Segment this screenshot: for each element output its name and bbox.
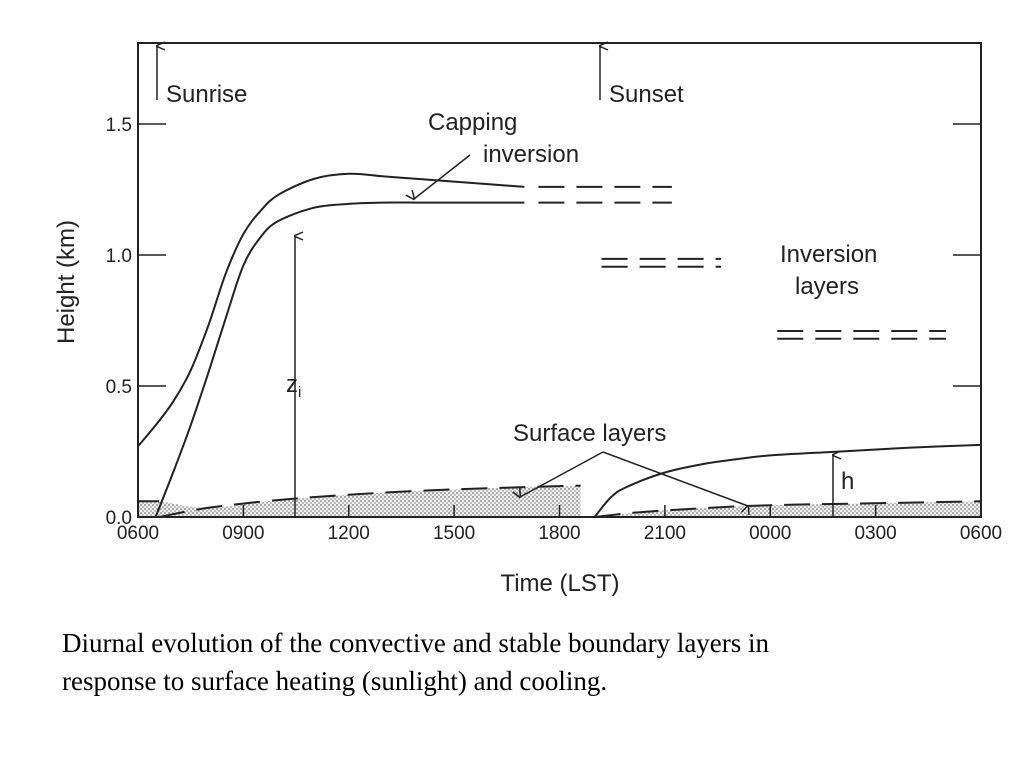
- inversion-layers-label-line1: Inversion: [780, 241, 877, 268]
- capping-inversion-label-line1: Capping: [428, 109, 517, 136]
- x-tick-label-6: 2100: [644, 523, 686, 544]
- figure-caption: Diurnal evolution of the convective and …: [62, 624, 982, 700]
- capping-inversion-label-line2: inversion: [483, 141, 579, 168]
- boundary-layer-chart: 0600 0900 1200 1500 1800 2100 0000 0300 06000.00…: [53, 0, 1003, 597]
- x-tick-label-2: 0900: [222, 523, 264, 544]
- h-marker: h: [833, 455, 854, 517]
- series-line-9: [158, 484, 581, 518]
- y-tick-label-3: 1.0: [106, 246, 132, 267]
- x-tick-label-3: 1200: [328, 523, 370, 544]
- sunset-marker: Sunset: [600, 46, 684, 108]
- surface-layer-shade-2: [594, 501, 981, 517]
- surface-layers-pointer-left: [520, 451, 604, 497]
- x-tick-label-9: 0600: [960, 523, 1002, 544]
- x-tick-label-5: 1800: [538, 523, 580, 544]
- sunset-label: Sunset: [609, 81, 684, 108]
- caption-line-1: Diurnal evolution of the convective and …: [62, 628, 770, 658]
- capping-inversion-pointer: [414, 154, 471, 199]
- x-tick-label-8: 0300: [854, 523, 896, 544]
- series-line-1: [137, 172, 525, 447]
- y-tick-label-4: 1.5: [106, 115, 132, 136]
- sunrise-label: Sunrise: [166, 81, 247, 108]
- sunrise-marker: Sunrise: [157, 46, 247, 108]
- y-tick-label-2: 0.5: [106, 377, 132, 398]
- surface-layers-label: Surface layers: [513, 420, 666, 447]
- x-tick-label-7: 0000: [749, 523, 791, 544]
- x-tick-label-4: 1500: [433, 523, 475, 544]
- zi-label-sub: i: [298, 384, 301, 401]
- series-line-12: [594, 500, 982, 518]
- zi-marker: zi: [286, 236, 301, 517]
- y-tick-label-1: 0.0: [106, 508, 132, 529]
- data-series: [137, 172, 982, 518]
- inversion-layers-label-line2: layers: [795, 273, 859, 300]
- zi-label: zi: [286, 371, 301, 401]
- axis-ticks: 0600 0900 1200 1500 1800 2100 0000 0300 06000.00…: [106, 115, 1003, 544]
- caption-line-2: response to surface heating (sunlight) a…: [62, 666, 608, 696]
- series-line-11: [593, 443, 982, 518]
- y-axis-label: Height (km): [53, 220, 80, 344]
- x-axis-label: Time (LST): [500, 570, 619, 597]
- surface-layer-shade-1: [138, 485, 581, 517]
- zi-label-main: z: [286, 371, 298, 398]
- series-line-2: [154, 201, 525, 518]
- surface-layer-shading: [138, 485, 981, 517]
- x-tick-label-1: 0600: [117, 523, 159, 544]
- surface-layers-pointer-right: [602, 451, 748, 506]
- h-label: h: [841, 468, 854, 495]
